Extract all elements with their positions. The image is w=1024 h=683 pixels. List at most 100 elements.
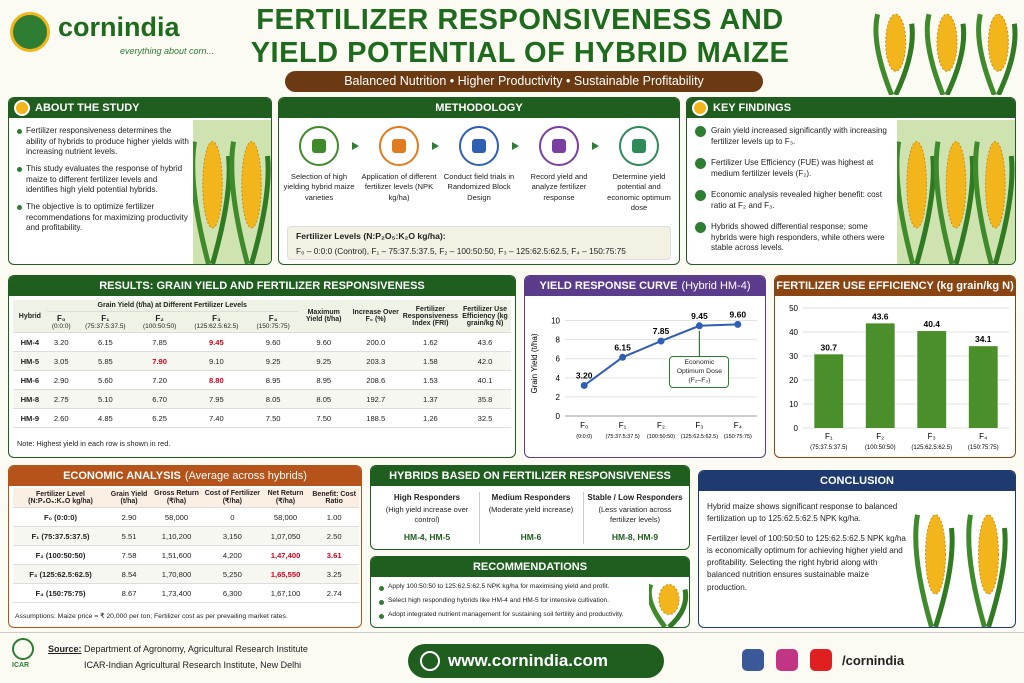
table-cell: 2.90 <box>46 370 76 390</box>
point <box>734 320 742 328</box>
annotation: Economic Optimum Dose (F₂–F₃) <box>669 356 730 389</box>
table-cell: 8.95 <box>248 370 298 390</box>
table-cell: 42.0 <box>459 351 511 371</box>
table-cell: HM-8 <box>13 389 47 409</box>
table-cell: 58,000 <box>261 507 310 527</box>
step-arrow <box>352 142 359 150</box>
panel-header: YIELD RESPONSE CURVE (Hybrid HM-4) <box>525 276 765 296</box>
table-cell: F₀ (0:0:0) <box>13 507 108 527</box>
level-name: F₄ <box>268 314 278 323</box>
y-tick-label: 2 <box>556 393 561 402</box>
level-sub: (0:0:0) <box>51 323 71 330</box>
step-icon <box>459 126 499 166</box>
y-tick-label: 20 <box>789 376 798 385</box>
table-cell: HM-9 <box>13 408 47 428</box>
step-icon <box>619 126 659 166</box>
table-cell: 1,51,600 <box>150 545 203 565</box>
table-row: F₂ (100:50:50) 7.58 1,51,600 4,200 1,47,400 3… <box>13 545 359 565</box>
step-icon <box>539 126 579 166</box>
table-cell: 3.05 <box>46 351 76 371</box>
group-desc: (Moderate yield increase) <box>488 505 574 514</box>
step-label: Selection of high yielding hybrid maize … <box>283 172 355 202</box>
table-row: HM-8 2.75 5.10 6.70 7.95 8.05 8.05 192.7 1.37 35.… <box>13 389 511 409</box>
step-icon <box>379 126 419 166</box>
corn-illustration <box>873 13 1018 95</box>
panel: ECONOMIC ANALYSIS (Average across hybrids… <box>8 465 362 628</box>
icar-text: ICAR <box>12 662 30 669</box>
check-icon <box>695 158 706 169</box>
panel-subtitle: (Average across hybrids) <box>184 470 307 482</box>
logo-tagline: everything about corn... <box>120 46 215 56</box>
table-cell: 4.85 <box>75 408 136 428</box>
table-cell: 5.51 <box>108 526 151 546</box>
column-header: Maximum Yield (t/ha) <box>297 300 350 333</box>
cob <box>987 13 1009 72</box>
panel-header: HYBRIDS BASED ON FERTILIZER RESPONSIVENE… <box>371 466 689 486</box>
header-icon <box>14 100 30 116</box>
table-cell: 8.05 <box>248 389 298 409</box>
panel-title: FERTILIZER USE EFFICIENCY (kg grain/kg N… <box>776 280 1014 292</box>
header-row: Hybrid Grain Yield (t/ha) at Different Fe… <box>13 300 511 333</box>
panel-header: RESULTS: GRAIN YIELD AND FERTILIZER RESP… <box>9 276 515 296</box>
corn-illustration <box>193 120 271 264</box>
table-cell: 9.60 <box>248 332 298 352</box>
step-arrow <box>592 142 599 150</box>
column-header: Grain Yield (t/ha) <box>108 488 151 508</box>
table-cell: 3.61 <box>309 545 359 565</box>
x-tick-sublabel: (150:75:75) <box>968 445 999 451</box>
y-axis-label: Grain Yield (t/ha) <box>530 333 539 393</box>
x-tick-sublabel: (100:50:50) <box>865 445 896 451</box>
panel-header: CONCLUSION <box>699 471 1015 491</box>
cob <box>658 584 680 615</box>
table-cell: 7.85 <box>135 332 185 352</box>
x-tick-sublabel: (150:75:75) <box>724 434 752 440</box>
bar <box>814 354 844 428</box>
levels-title: Fertilizer Levels (N:P₂O₅:K₂O kg/ha): <box>296 231 446 241</box>
y-tick-label: 30 <box>789 352 798 361</box>
y-tick-label: 0 <box>556 412 561 421</box>
table-cell: 1.58 <box>401 351 459 371</box>
panel: YIELD RESPONSE CURVE (Hybrid HM-4) 0 2 4 6 8 10… <box>524 275 766 458</box>
y-tick-label: 10 <box>551 317 560 326</box>
column-header: Benefit: Cost Ratio <box>309 488 359 508</box>
table-row: HM-4 3.20 6.15 7.85 9.45 9.60 9.60 200.0 1.62 43.… <box>13 332 511 352</box>
logo-icon <box>10 12 50 52</box>
table-cell: 6.15 <box>75 332 136 352</box>
y-tick-label: 8 <box>556 336 561 345</box>
source-label: Source: <box>48 644 82 654</box>
table-note: Assumptions: Maize price = ₹ 20,000 per … <box>15 613 288 620</box>
panel-title: KEY FINDINGS <box>713 102 792 114</box>
table-cell: 8.67 <box>108 583 151 603</box>
panel-title: RESULTS: GRAIN YIELD AND FERTILIZER RESP… <box>99 280 425 292</box>
column-header: Hybrid <box>13 300 47 333</box>
table-cell: HM-4 <box>13 332 47 352</box>
source-line: Department of Agronomy, Agricultural Res… <box>84 644 308 654</box>
panel-header: ECONOMIC ANALYSIS (Average across hybrids… <box>9 466 361 486</box>
table-cell: 1,65,550 <box>261 564 310 584</box>
value-label: 3.20 <box>576 370 593 380</box>
table-cell: 5.10 <box>75 389 136 409</box>
table-cell: 8.80 <box>184 370 249 390</box>
check-icon <box>695 126 706 137</box>
social-handle: /cornindia <box>842 653 905 668</box>
table-note: Note: Highest yield in each row is shown… <box>17 439 171 448</box>
step-label: Application of different fertilizer leve… <box>361 172 437 202</box>
point <box>695 322 703 330</box>
column-header: Increase Over F₀ (%) <box>349 300 402 333</box>
main-title: YIELD POTENTIAL OF HYBRID MAIZE <box>250 37 790 69</box>
bar <box>968 346 998 428</box>
conclusion-text: Fertilizer level of 100:50:50 to 125:62.… <box>707 534 906 592</box>
column-header: Gross Return (₹/ha) <box>150 488 203 508</box>
recommendation: Select high responding hybrids like HM-4… <box>379 597 647 606</box>
x-tick-sublabel: (75:37.5:37.5) <box>605 434 639 440</box>
table-cell: 1.53 <box>401 370 459 390</box>
group-hybrids: HM-8, HM-9 <box>611 532 659 542</box>
step-glyph <box>632 139 646 153</box>
value-label: 6.15 <box>614 342 631 352</box>
x-tick-sublabel: (100:50:50) <box>647 434 675 440</box>
table-cell: F₃ (125:62.5:62.5) <box>13 564 108 584</box>
panel-title: CONCLUSION <box>820 475 894 487</box>
husk <box>933 527 955 627</box>
line-chart: 0 2 4 6 8 10 Grain Yield (t/ha) 3.20 F₀ (0:0:0) 6.… <box>530 309 757 440</box>
leaf <box>913 514 934 627</box>
